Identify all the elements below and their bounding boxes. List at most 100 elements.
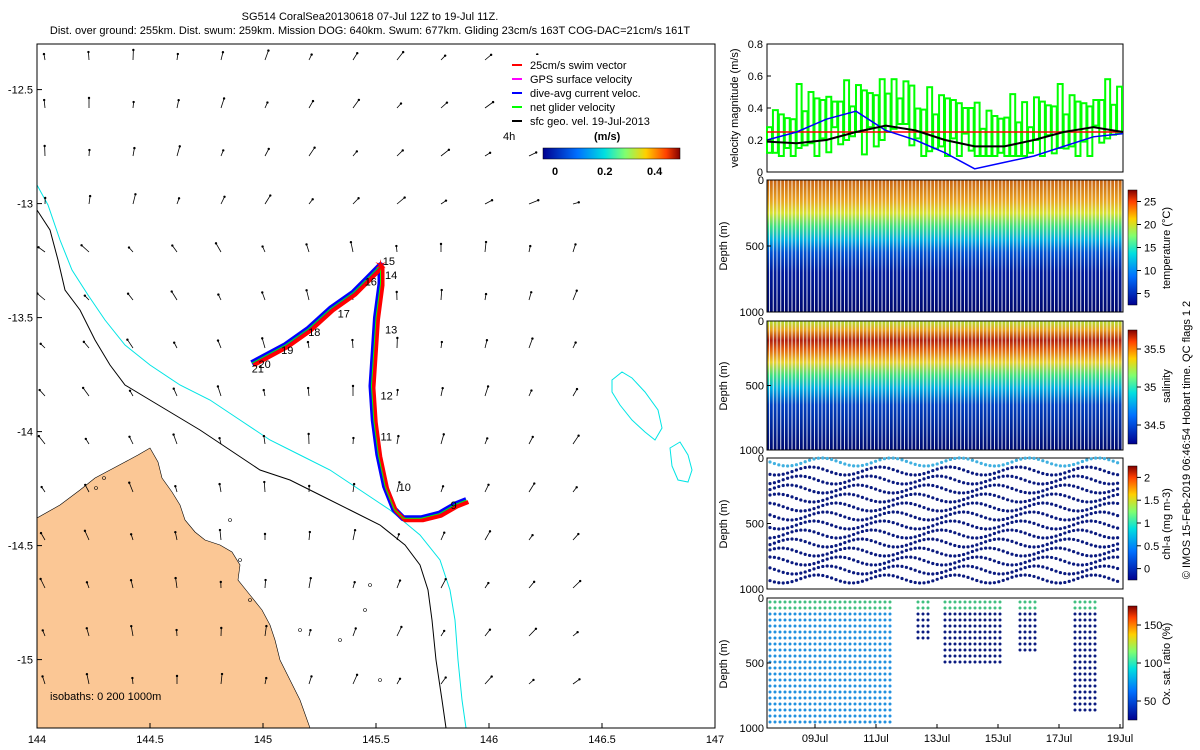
chl-point xyxy=(918,557,922,561)
oxygen-point xyxy=(998,660,1002,664)
chl-point xyxy=(843,555,847,560)
oxygen-point xyxy=(888,612,892,616)
chl-point xyxy=(1076,538,1080,543)
chl-point xyxy=(869,551,873,555)
chl-point xyxy=(1098,520,1102,525)
chl-point xyxy=(979,567,983,571)
oxygen-point xyxy=(1093,696,1097,700)
oxygen-point xyxy=(998,618,1002,622)
chl-point xyxy=(777,534,781,538)
chl-point xyxy=(1098,503,1102,507)
current-arrow xyxy=(81,245,90,253)
chl-point xyxy=(838,579,843,583)
oxygen-point xyxy=(818,678,822,682)
oxygen-point xyxy=(833,618,837,622)
time-tick-label: 17Jul xyxy=(1046,733,1072,745)
dive-gap xyxy=(904,321,905,450)
oxygen-point xyxy=(978,606,982,610)
oxygen-point xyxy=(888,696,892,700)
oxygen-point xyxy=(838,624,842,628)
dive-gap xyxy=(997,321,999,450)
dive-gap xyxy=(907,321,909,450)
chl-point xyxy=(891,545,895,549)
oxygen-point xyxy=(773,678,777,682)
chl-point xyxy=(918,533,922,538)
chl-point xyxy=(1063,559,1067,564)
chl-point xyxy=(975,555,979,559)
oxygen-point xyxy=(798,606,802,610)
oxygen-point xyxy=(868,642,872,646)
chl-point xyxy=(830,576,834,580)
chl-point xyxy=(1019,519,1023,523)
oxygen-point xyxy=(838,654,842,658)
oxygen-point xyxy=(798,708,802,712)
chl-point xyxy=(931,469,935,473)
current-arrow xyxy=(132,194,136,205)
chl-point xyxy=(856,559,860,564)
oxygen-point xyxy=(853,648,857,652)
dive-gap xyxy=(844,321,845,450)
chl-point xyxy=(940,509,944,513)
chl-point xyxy=(1028,498,1032,503)
oxygen-point xyxy=(818,660,822,664)
chl-point xyxy=(865,467,869,472)
chl-point xyxy=(1107,501,1111,505)
chl-point xyxy=(878,513,882,517)
depth-tick-label: 1000 xyxy=(740,584,764,596)
chl-point xyxy=(1041,512,1045,516)
chl-point xyxy=(1089,512,1093,516)
oxygen-point xyxy=(1073,612,1077,616)
colorbar-tick-label: 15 xyxy=(1144,243,1156,255)
chl-point xyxy=(913,502,917,507)
chl-point xyxy=(913,515,917,519)
chl-point xyxy=(904,459,909,463)
dive-gap xyxy=(1087,321,1089,450)
chl-point xyxy=(926,494,931,498)
dive-gap xyxy=(1076,180,1078,312)
current-arrow-head xyxy=(578,678,581,681)
chl-point xyxy=(1010,552,1014,556)
chl-point xyxy=(812,554,816,558)
oxygen-point xyxy=(921,618,925,622)
chl-point xyxy=(808,568,812,573)
chl-point xyxy=(887,519,891,524)
oxygen-point xyxy=(978,654,982,658)
oxygen-point xyxy=(958,642,962,646)
chl-point xyxy=(896,502,900,506)
chl-point xyxy=(992,506,997,510)
chl-point xyxy=(882,561,887,565)
oxygen-point xyxy=(848,702,852,706)
dive-gap xyxy=(1080,180,1082,312)
chl-point xyxy=(781,478,785,482)
legend-box xyxy=(505,55,683,132)
chl-point xyxy=(1036,545,1040,549)
oxygen-point xyxy=(773,666,777,670)
oxygen-point xyxy=(916,624,920,628)
chl-point xyxy=(790,525,794,529)
oxygen-point xyxy=(803,684,807,688)
chl-point xyxy=(1014,529,1019,533)
oxygen-point xyxy=(853,672,857,676)
chl-point xyxy=(1028,520,1032,524)
net-velocity-bar xyxy=(938,94,945,148)
oxygen-point xyxy=(828,690,832,694)
chl-point xyxy=(992,581,997,585)
oxygen-point xyxy=(798,648,802,652)
oxygen-point xyxy=(818,630,822,634)
dive-gap xyxy=(900,321,902,450)
dive-gap xyxy=(1065,180,1067,312)
chl-point xyxy=(984,540,988,544)
dive-gap xyxy=(877,180,879,312)
oxygen-point xyxy=(788,666,792,670)
depth-tick-label: 0 xyxy=(758,593,764,605)
net-velocity-bar xyxy=(1003,116,1011,157)
current-arrow-head xyxy=(349,241,353,244)
oxygen-point xyxy=(873,612,877,616)
chl-point xyxy=(865,509,869,513)
current-arrow-head xyxy=(353,529,357,532)
oxygen-point xyxy=(883,654,887,658)
chl-point xyxy=(1085,458,1089,462)
chl-point xyxy=(997,507,1001,512)
oxygen-point xyxy=(843,648,847,652)
